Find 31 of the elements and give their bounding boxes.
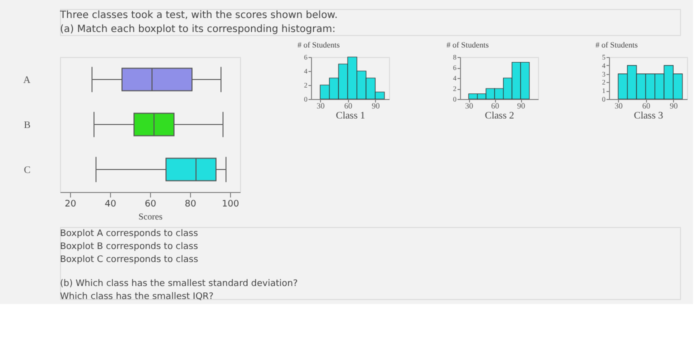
chart-title: Three classes took a test, with the scores shown below.	[59, 10, 338, 21]
chart-subtitle: (a) Match each boxplot to its corresponding histogram:	[60, 24, 336, 35]
text: Boxplot A corresponds to class	[60, 229, 198, 239]
x-axis-title: Class 1	[336, 110, 366, 122]
x-axis-title: Class 3	[634, 110, 664, 122]
x-tick-label: 20	[64, 200, 76, 210]
y-tick-label: A	[23, 75, 32, 86]
y-axis-title: # of Students	[298, 40, 340, 50]
y-tick-label: C	[24, 165, 31, 176]
x-tick-label: 90	[517, 102, 526, 110]
x-tick-label: 60	[642, 102, 650, 110]
x-tick-label: 80	[184, 200, 196, 210]
x-axis-title: Class 2	[484, 110, 514, 122]
x-tick-label: 30	[316, 102, 325, 110]
x-tick-label: 40	[104, 200, 116, 210]
text: Which class has the smallest IQR?	[60, 292, 214, 302]
x-tick-label: 60	[144, 200, 156, 210]
x-tick-label: 100	[222, 200, 240, 210]
text: (b) Which class has the smallest standard deviation?	[60, 279, 298, 289]
text: Boxplot C corresponds to class	[60, 255, 198, 265]
x-tick-label: 30	[614, 102, 623, 110]
x-tick-label: 90	[372, 102, 380, 110]
x-tick-label: 90	[670, 102, 678, 110]
x-tick-label: 30	[465, 102, 474, 110]
y-axis-title: # of Students	[446, 40, 489, 50]
y-axis-title: # of Students	[596, 40, 638, 50]
y-tick-label: B	[24, 120, 31, 131]
text: Boxplot B corresponds to class	[60, 242, 198, 252]
x-axis-title: Scores	[138, 212, 163, 222]
x-tick-label: 60	[491, 102, 500, 110]
x-tick-label: 60	[344, 102, 352, 110]
